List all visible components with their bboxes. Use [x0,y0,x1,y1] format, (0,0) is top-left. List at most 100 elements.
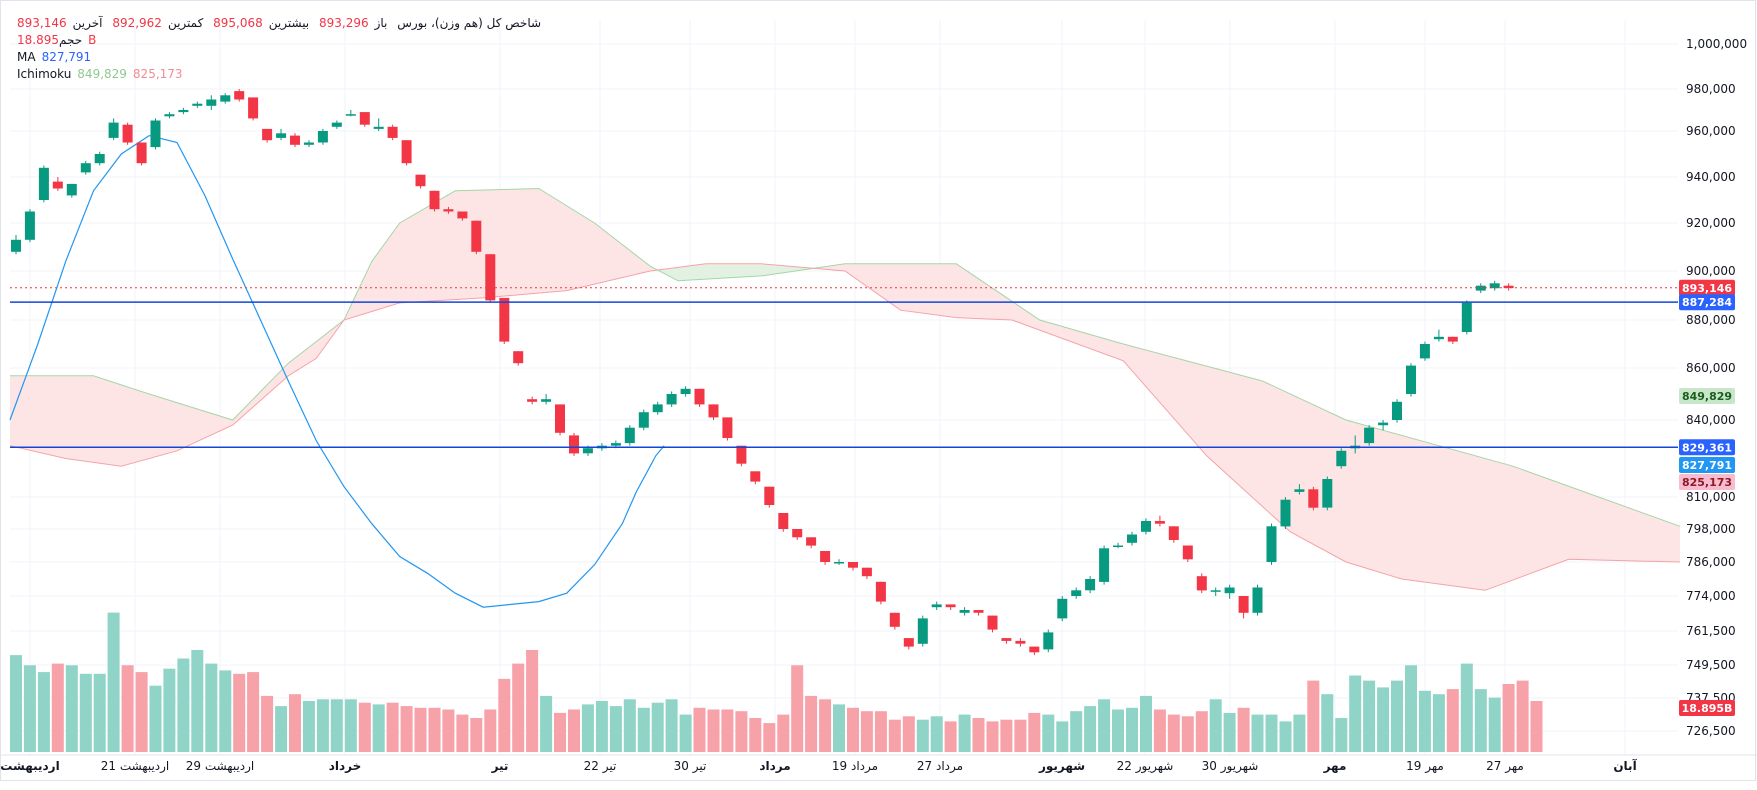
candle-body [513,351,524,364]
volume-bar [1014,719,1027,752]
volume-bar [1098,699,1111,752]
candle-body [736,445,747,464]
x-tick-label: اردیبهشت [0,759,59,773]
legend-ma[interactable]: MA 827,791 [17,49,97,65]
legend-ma-label: MA [17,50,36,64]
volume-bar [470,718,483,752]
volume-bar [1265,714,1278,752]
volume-bar [1363,680,1376,752]
y-tick-label: 940,000 [1686,170,1736,184]
legend-ichimoku-value-2: 825,173 [132,67,183,81]
time-axis[interactable]: اردیبهشت 21 اردیبهشت 29 اردیبهشت خرداد تیر 22… [0,758,1637,774]
ichimoku-cloud [9,187,1681,591]
y-tick-label: 786,000 [1686,555,1736,569]
volume-bar [400,706,413,752]
y-tick-label: 980,000 [1686,82,1736,96]
volume-bar [1418,690,1431,752]
candle-body [1210,590,1221,592]
candle-body [792,529,803,538]
candle-body [848,562,858,568]
horizontal-lines[interactable] [10,287,1678,449]
candle-body [610,443,621,446]
x-tick-label: 19 مهر [1406,759,1444,774]
candle-body [1336,450,1347,467]
legend-volume[interactable]: حجم18.895B [17,32,102,48]
candle-body [1280,499,1291,527]
price-label-bg [1679,294,1735,311]
candle-body [1043,632,1054,650]
volume-bar [205,663,218,752]
volume-bar [986,721,999,752]
volume-bar [1028,712,1041,752]
candle-body [722,417,733,438]
y-tick-label: 726,500 [1686,724,1736,738]
volume-bar [456,714,469,752]
volume-bar [833,704,845,752]
price-axis[interactable]: 1,000,000 980,000 960,000 940,000 920,000 900… [1686,37,1747,738]
candle-body [94,154,105,164]
price-label: 887,284 [1682,296,1732,309]
legend-ichimoku-value-1: 849,829 [77,67,127,81]
volume-bar [191,650,204,752]
candle-body [1447,336,1458,342]
cloud-span-a [10,187,1681,527]
volume-bar [1140,695,1152,752]
cloud-green [655,263,812,281]
candle-body [11,239,21,252]
volume-bar [651,702,664,752]
candle-body [973,610,984,613]
candle-body [638,412,649,428]
y-tick-label: 798,000 [1686,522,1736,536]
x-tick-label: مهر [1323,759,1347,773]
legend-high-label: بیشترین [268,16,310,30]
price-label: 18.895B [1682,702,1733,715]
candle-body [150,120,161,148]
candle-body [1015,640,1026,644]
volume-bar [177,658,190,752]
price-label-bg [1679,279,1735,296]
candle-body [778,513,789,529]
volume-bar [65,665,78,752]
volume-bar [1432,694,1445,752]
candle-body [931,604,942,608]
x-tick-label: مرداد [759,759,790,773]
legend-ohlc: شاخص کل (هم وزن)، بورس باز 893,296 بیشتری… [17,15,547,31]
volume-bar [1223,712,1236,752]
volume-bar [107,612,120,752]
candle-body [206,99,217,106]
x-tick-label: 30 تیر [674,759,707,774]
legend-open-value: 893,296 [318,16,369,30]
volume-bar [1070,711,1083,752]
volume-bar [1391,680,1403,752]
volume-bar [637,707,650,752]
candle-body [527,399,538,402]
candle-body [1461,302,1472,332]
candle-body [443,209,454,212]
volume-bar [1042,714,1055,752]
y-tick-label: 840,000 [1686,413,1736,427]
volume-bar [721,709,734,752]
candle-body [1294,489,1305,492]
volume-bar [595,701,608,752]
candlesticks [11,89,1514,656]
candle-body [1141,521,1151,532]
candle-body [429,190,440,210]
candle-body [262,128,273,141]
volume-bar [735,711,748,752]
legend-ichimoku-label: Ichimoku [17,67,72,81]
candle-body [987,615,998,630]
volume-bar [609,706,622,752]
price-label: 849,829 [1682,390,1732,403]
x-tick-label: 19 مرداد [832,759,878,774]
volume-bar [1307,680,1320,752]
candle-body [1154,521,1165,524]
candle-body [1127,534,1137,543]
candle-body [1406,365,1416,394]
candle-body [1001,638,1012,641]
volume-bar [233,673,246,752]
candle-body [1322,479,1333,508]
candle-body [764,486,775,505]
legend-ichimoku[interactable]: Ichimoku 849,829 825,173 [17,66,189,82]
volume-bar [79,673,92,752]
